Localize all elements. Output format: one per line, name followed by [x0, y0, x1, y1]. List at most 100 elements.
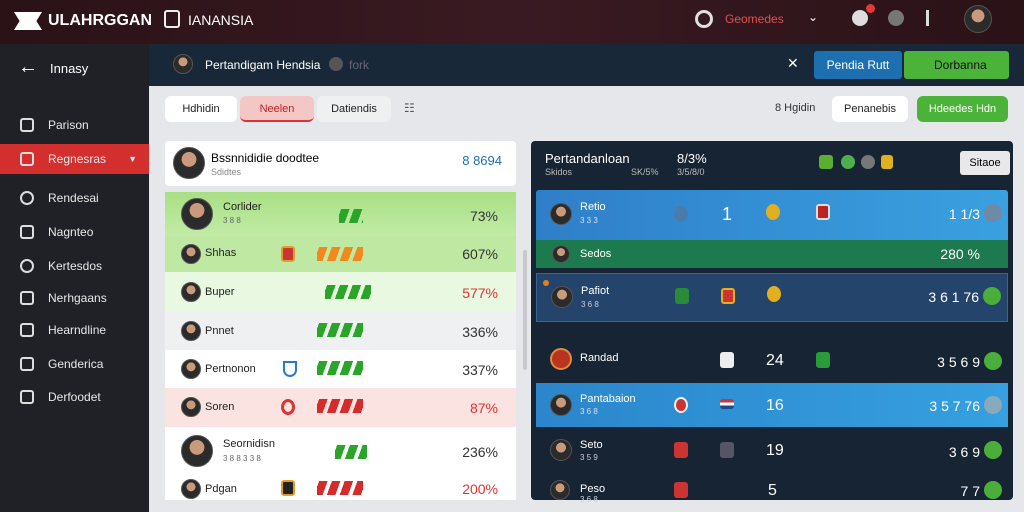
- list-row[interactable]: Pnnet 336%: [165, 312, 516, 350]
- tab[interactable]: Hdhidin: [165, 96, 237, 122]
- nav-item-active[interactable]: Regnesras ▼: [0, 144, 149, 174]
- sort[interactable]: Penanebis: [832, 96, 908, 122]
- avatar: [550, 439, 572, 461]
- right-button[interactable]: Sitaoe: [960, 151, 1010, 175]
- row-name: Randad: [580, 352, 619, 364]
- nav-item[interactable]: Hearndline: [0, 315, 149, 345]
- back-label[interactable]: Innasy: [50, 61, 89, 76]
- match-row[interactable]: Pantabaion 3 6 8 16 3 5 7 76: [536, 383, 1008, 427]
- scrollbar[interactable]: [523, 250, 527, 370]
- match-row[interactable]: Randad 24 3 5 6 9: [536, 340, 1008, 380]
- row-name: Buper: [205, 286, 235, 298]
- brand-icon: [164, 10, 180, 28]
- user-avatar[interactable]: [964, 5, 992, 33]
- left-subtitle: Sdidtes: [211, 167, 242, 177]
- row-sub: 3 5 9: [580, 453, 598, 462]
- row-value: 7 7: [960, 483, 980, 499]
- tab-active[interactable]: Neelen: [240, 96, 314, 122]
- avatar: [181, 359, 201, 379]
- filter[interactable]: 8 Hgidin: [775, 102, 816, 114]
- row-score: 16: [766, 397, 784, 414]
- row-value: 73%: [469, 208, 498, 224]
- row-name: Seto: [580, 439, 603, 451]
- badge: [720, 442, 734, 458]
- list-row[interactable]: Corlider 3 8 8 73%: [165, 192, 516, 236]
- button[interactable]: Pendia Rutt: [814, 51, 902, 79]
- row-value: 3 6 1 76: [928, 289, 979, 305]
- badge: [281, 480, 295, 496]
- nav-item[interactable]: Nagnteo: [0, 217, 149, 247]
- top-bar: ULAHRGGAN IANANSIA Geomedes ⌄: [0, 0, 1024, 44]
- row-value: 3 5 7 76: [929, 398, 980, 414]
- list-row[interactable]: Seornidisn 3 8 8 3 3 8 236%: [165, 427, 516, 475]
- badge: [283, 361, 297, 377]
- match-row[interactable]: Sedos 280 %: [536, 240, 1008, 268]
- row-sub: 3 8 8: [223, 216, 241, 225]
- button[interactable]: Dorbanna: [904, 51, 1009, 79]
- nav-item[interactable]: Derfoodet: [0, 382, 149, 412]
- tag-icon: [329, 57, 343, 71]
- status-dot: [984, 396, 1002, 414]
- nav-label: Regnesras: [48, 152, 107, 166]
- avatar: [181, 244, 201, 264]
- logo[interactable]: ULAHRGGAN: [48, 12, 152, 29]
- right-stat2: SK/5%: [631, 167, 659, 177]
- match-row[interactable]: Retio 3 3 3 1 1 1/3: [536, 190, 1008, 240]
- row-name: Soren: [205, 401, 235, 413]
- icon: [841, 155, 855, 169]
- match-row[interactable]: Pafiot 3 6 8 3 6 1 76: [536, 273, 1008, 322]
- list-row[interactable]: Soren 87%: [165, 388, 516, 427]
- list-row[interactable]: Pertnonon 337%: [165, 350, 516, 388]
- avatar: [181, 435, 213, 467]
- match-row[interactable]: Seto 3 5 9 19 3 6 9: [536, 430, 1008, 470]
- close[interactable]: ✕: [787, 55, 799, 71]
- dropdown-caret[interactable]: ⌄: [808, 10, 819, 24]
- row-value: 280 %: [940, 246, 980, 262]
- badge: [674, 206, 688, 222]
- list-row[interactable]: Pdgan 200%: [165, 475, 516, 500]
- badge: [816, 204, 830, 220]
- logout-icon[interactable]: [926, 10, 936, 26]
- badge: [766, 204, 780, 220]
- account-name[interactable]: Geomedes: [725, 12, 784, 26]
- avatar: [550, 203, 572, 225]
- list-row[interactable]: Shhas 607%: [165, 236, 516, 272]
- tab-menu[interactable]: ☷: [404, 101, 415, 115]
- nav-item[interactable]: Rendesai: [0, 183, 149, 213]
- brand[interactable]: IANANSIA: [188, 12, 254, 28]
- live-dot: [543, 280, 549, 286]
- stripes: [335, 445, 367, 459]
- nav-label: Hearndline: [48, 323, 107, 337]
- list-row[interactable]: Buper 577%: [165, 272, 516, 312]
- badge: [281, 399, 295, 415]
- row-name: Peso: [580, 483, 606, 495]
- row-sub: 3 6 8: [580, 407, 598, 416]
- row-value: 87%: [469, 400, 498, 416]
- row-name: Corlider: [223, 201, 262, 213]
- back-arrow[interactable]: ←: [18, 56, 38, 78]
- icon: [819, 155, 833, 169]
- share-icon[interactable]: [852, 10, 868, 26]
- row-sub: 3 3 3: [580, 216, 598, 225]
- nav-item[interactable]: Genderica: [0, 349, 149, 379]
- row-name: Seornidisn: [223, 438, 275, 450]
- nav-label: Kertesdos: [48, 259, 103, 273]
- nav-item[interactable]: Kertesdos: [0, 251, 149, 281]
- avatar: [181, 198, 213, 230]
- row-name: Shhas: [205, 247, 237, 259]
- badge: [721, 288, 735, 304]
- nav-item[interactable]: Parison: [0, 110, 149, 140]
- badge: [281, 246, 295, 262]
- row-value: 3 5 6 9: [937, 354, 980, 370]
- row-score: 5: [768, 482, 777, 499]
- sub-bar: Pertandigam Hendsia fork ✕ Pendia Rutt D…: [149, 44, 1024, 86]
- match-row[interactable]: Peso 3 6 8 5 7 7: [536, 474, 1008, 504]
- settings-icon[interactable]: [888, 10, 904, 26]
- action-button[interactable]: Hdeedes Hdn: [917, 96, 1008, 122]
- nav-item[interactable]: Nerhgaans: [0, 283, 149, 313]
- row-value: 607%: [462, 246, 498, 262]
- stripes: [339, 209, 363, 223]
- right-stat3: 3/5/8/0: [677, 167, 705, 177]
- avatar: [181, 321, 201, 341]
- tab[interactable]: Datiendis: [317, 96, 391, 122]
